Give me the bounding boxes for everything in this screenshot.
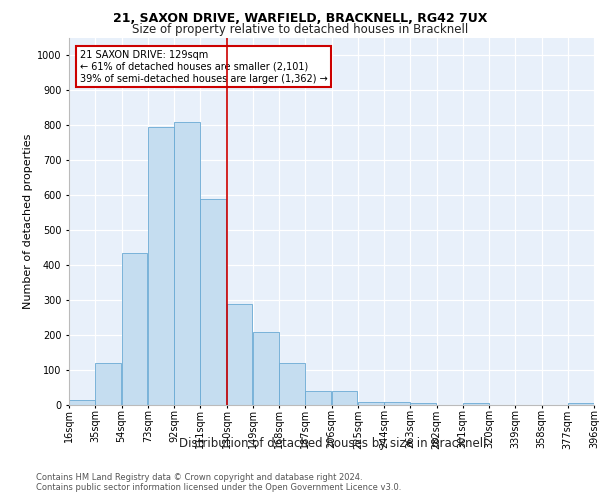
Text: Distribution of detached houses by size in Bracknell: Distribution of detached houses by size …: [179, 438, 487, 450]
Bar: [174, 122, 200, 405]
Bar: [69, 400, 95, 405]
Bar: [331, 391, 358, 405]
Bar: [463, 402, 488, 405]
Bar: [279, 363, 305, 405]
Bar: [148, 126, 173, 405]
Text: Size of property relative to detached houses in Bracknell: Size of property relative to detached ho…: [132, 22, 468, 36]
Bar: [253, 332, 278, 405]
Bar: [410, 403, 436, 405]
Bar: [358, 402, 383, 405]
Bar: [95, 363, 121, 405]
Text: 21 SAXON DRIVE: 129sqm
← 61% of detached houses are smaller (2,101)
39% of semi-: 21 SAXON DRIVE: 129sqm ← 61% of detached…: [79, 50, 327, 84]
Bar: [384, 402, 410, 405]
Bar: [568, 403, 593, 405]
Text: Contains HM Land Registry data © Crown copyright and database right 2024.: Contains HM Land Registry data © Crown c…: [36, 472, 362, 482]
Bar: [121, 253, 148, 405]
Bar: [305, 391, 331, 405]
Text: 21, SAXON DRIVE, WARFIELD, BRACKNELL, RG42 7UX: 21, SAXON DRIVE, WARFIELD, BRACKNELL, RG…: [113, 12, 487, 26]
Bar: [200, 198, 226, 405]
Y-axis label: Number of detached properties: Number of detached properties: [23, 134, 32, 309]
Text: Contains public sector information licensed under the Open Government Licence v3: Contains public sector information licen…: [36, 482, 401, 492]
Bar: [227, 304, 253, 405]
